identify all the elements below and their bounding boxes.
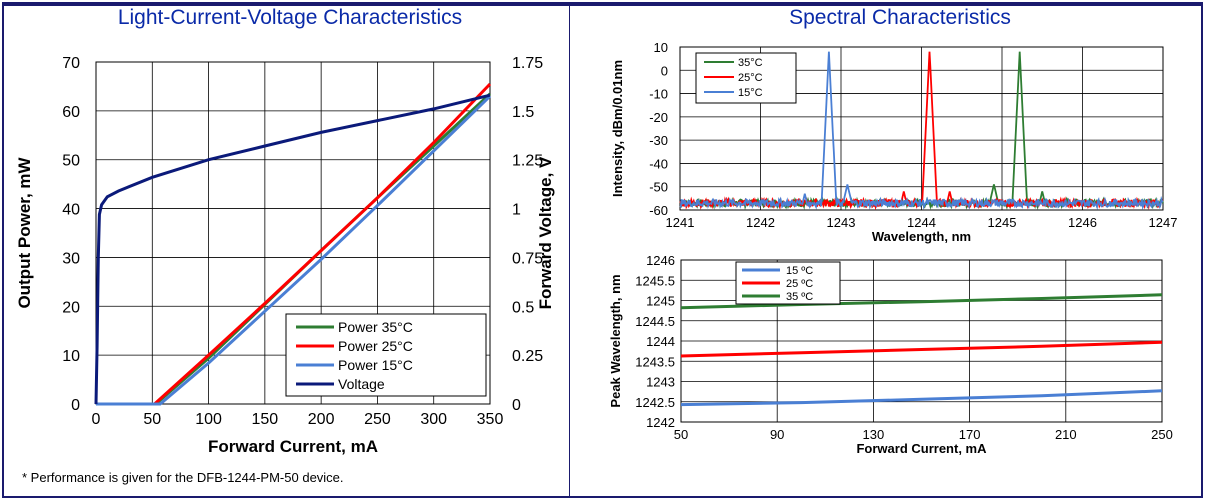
y2-tick-label: 0.5 [512,299,534,316]
x-axis-label: Wavelength, nm [872,229,971,244]
x-tick-label: 170 [959,427,981,442]
y-tick-label: -40 [649,156,668,171]
plot-area-border [679,46,1164,211]
y-tick-label: 1244 [646,334,675,349]
legend-label: 25 ºC [786,278,813,290]
legend-label: Voltage [338,376,385,392]
y-tick-label: 1245.5 [635,273,675,288]
legend-label: 35 ºC [786,291,813,303]
x-tick-label: 350 [477,411,504,428]
liv-chart: 0 50 100 150 200 250 300 350 0 10 20 30 40 50 60 70 0 0.2… [15,55,555,456]
peak-line-0 [680,389,1163,407]
y-tick-label: -20 [649,110,668,125]
x-tick-label: 1241 [666,215,695,230]
spectrum-line-2 [679,51,1164,211]
y-tick-label: 70 [62,55,80,72]
x-tick-label: 1243 [827,215,856,230]
y-tick-label: 40 [62,202,80,219]
y2-axis-label: Forward Voltage, V [536,156,555,309]
panel-divider [569,6,570,498]
y-tick-label: -50 [649,180,668,195]
y-tick-label: 1242 [646,415,675,430]
y-tick-label: 1243.5 [635,354,675,369]
y-tick-label: 1242.5 [635,395,675,410]
spectral-panel-title: Spectral Characteristics [789,6,1011,29]
legend-label: 35°C [738,57,763,69]
y2-tick-label: 1 [512,202,521,219]
series-line-2 [96,95,492,406]
x-tick-label: 150 [252,411,279,428]
peak-line-1 [680,340,1163,358]
y2-tick-label: 1.75 [512,55,543,72]
y-tick-label: -10 [649,87,668,102]
x-tick-label: 1245 [988,215,1017,230]
x-tick-label: 1246 [1068,215,1097,230]
legend-label: 15°C [738,87,763,99]
x-tick-label: 90 [770,427,784,442]
y2-tick-label: 0 [512,397,521,414]
y2-tick-label: 1.5 [512,104,534,121]
y-tick-label: 10 [62,348,80,365]
y-tick-label: 0 [661,63,668,78]
y-tick-label: 1243 [646,375,675,390]
legend-label: Power 25°C [338,338,413,354]
x-tick-label: 300 [420,411,447,428]
plot-area-border [95,61,491,405]
y-tick-label: 50 [62,153,80,170]
legend-label: Power 15°C [338,357,413,373]
peak-line-2 [680,293,1163,310]
legend-label: 15 ºC [786,265,813,277]
series-line-1 [96,82,492,406]
peak-wavelength-chart: 50 90 130 170 210 250 1246 1245.5 1245 1244.5 1244… [608,253,1173,456]
x-tick-label: 200 [308,411,335,428]
x-tick-label: 0 [92,411,101,428]
x-axis-label: Forward Current, mA [856,441,987,456]
y-axis-label: Intensity, dBm/0.01nm [610,60,625,197]
y-axis-label: Peak Wavelength, nm [608,274,623,407]
legend-label: 25°C [738,72,763,84]
y-tick-label: -30 [649,133,668,148]
x-tick-label: 250 [364,411,391,428]
x-tick-label: 50 [143,411,161,428]
x-tick-label: 1244 [907,215,936,230]
liv-panel-title: Light-Current-Voltage Characteristics [117,6,463,29]
y-tick-label: 0 [71,397,80,414]
y-tick-label: 20 [62,299,80,316]
footnote: * Performance is given for the DFB-1244-… [22,470,344,485]
x-axis-label: Forward Current, mA [208,437,378,456]
y2-tick-label: 0.75 [512,250,543,267]
y2-tick-label: 1.25 [512,153,543,170]
x-tick-label: 1242 [746,215,775,230]
y-tick-label: 1244.5 [635,314,675,329]
x-tick-label: 50 [674,427,688,442]
y-tick-label: 60 [62,104,80,121]
y-tick-label: -60 [649,203,668,218]
legend-label: Power 35°C [338,319,413,335]
x-tick-label: 210 [1055,427,1077,442]
x-tick-label: 250 [1151,427,1173,442]
y-tick-label: 1246 [646,253,675,268]
y2-tick-label: 0.25 [512,348,543,365]
series-line-3 [94,93,491,405]
x-tick-label: 130 [863,427,885,442]
top-border [2,2,1203,6]
x-tick-label: 1247 [1149,215,1178,230]
y-tick-label: 1245 [646,294,675,309]
x-tick-label: 100 [195,411,222,428]
spectrum-chart: 1241 1242 1243 1244 1245 1246 1247 10 0 -10 -20 -30… [610,40,1178,244]
y-tick-label: 10 [654,40,668,55]
y-tick-label: 30 [62,250,80,267]
y-axis-label: Output Power, mW [15,156,34,308]
plot-area-border [680,259,1163,423]
